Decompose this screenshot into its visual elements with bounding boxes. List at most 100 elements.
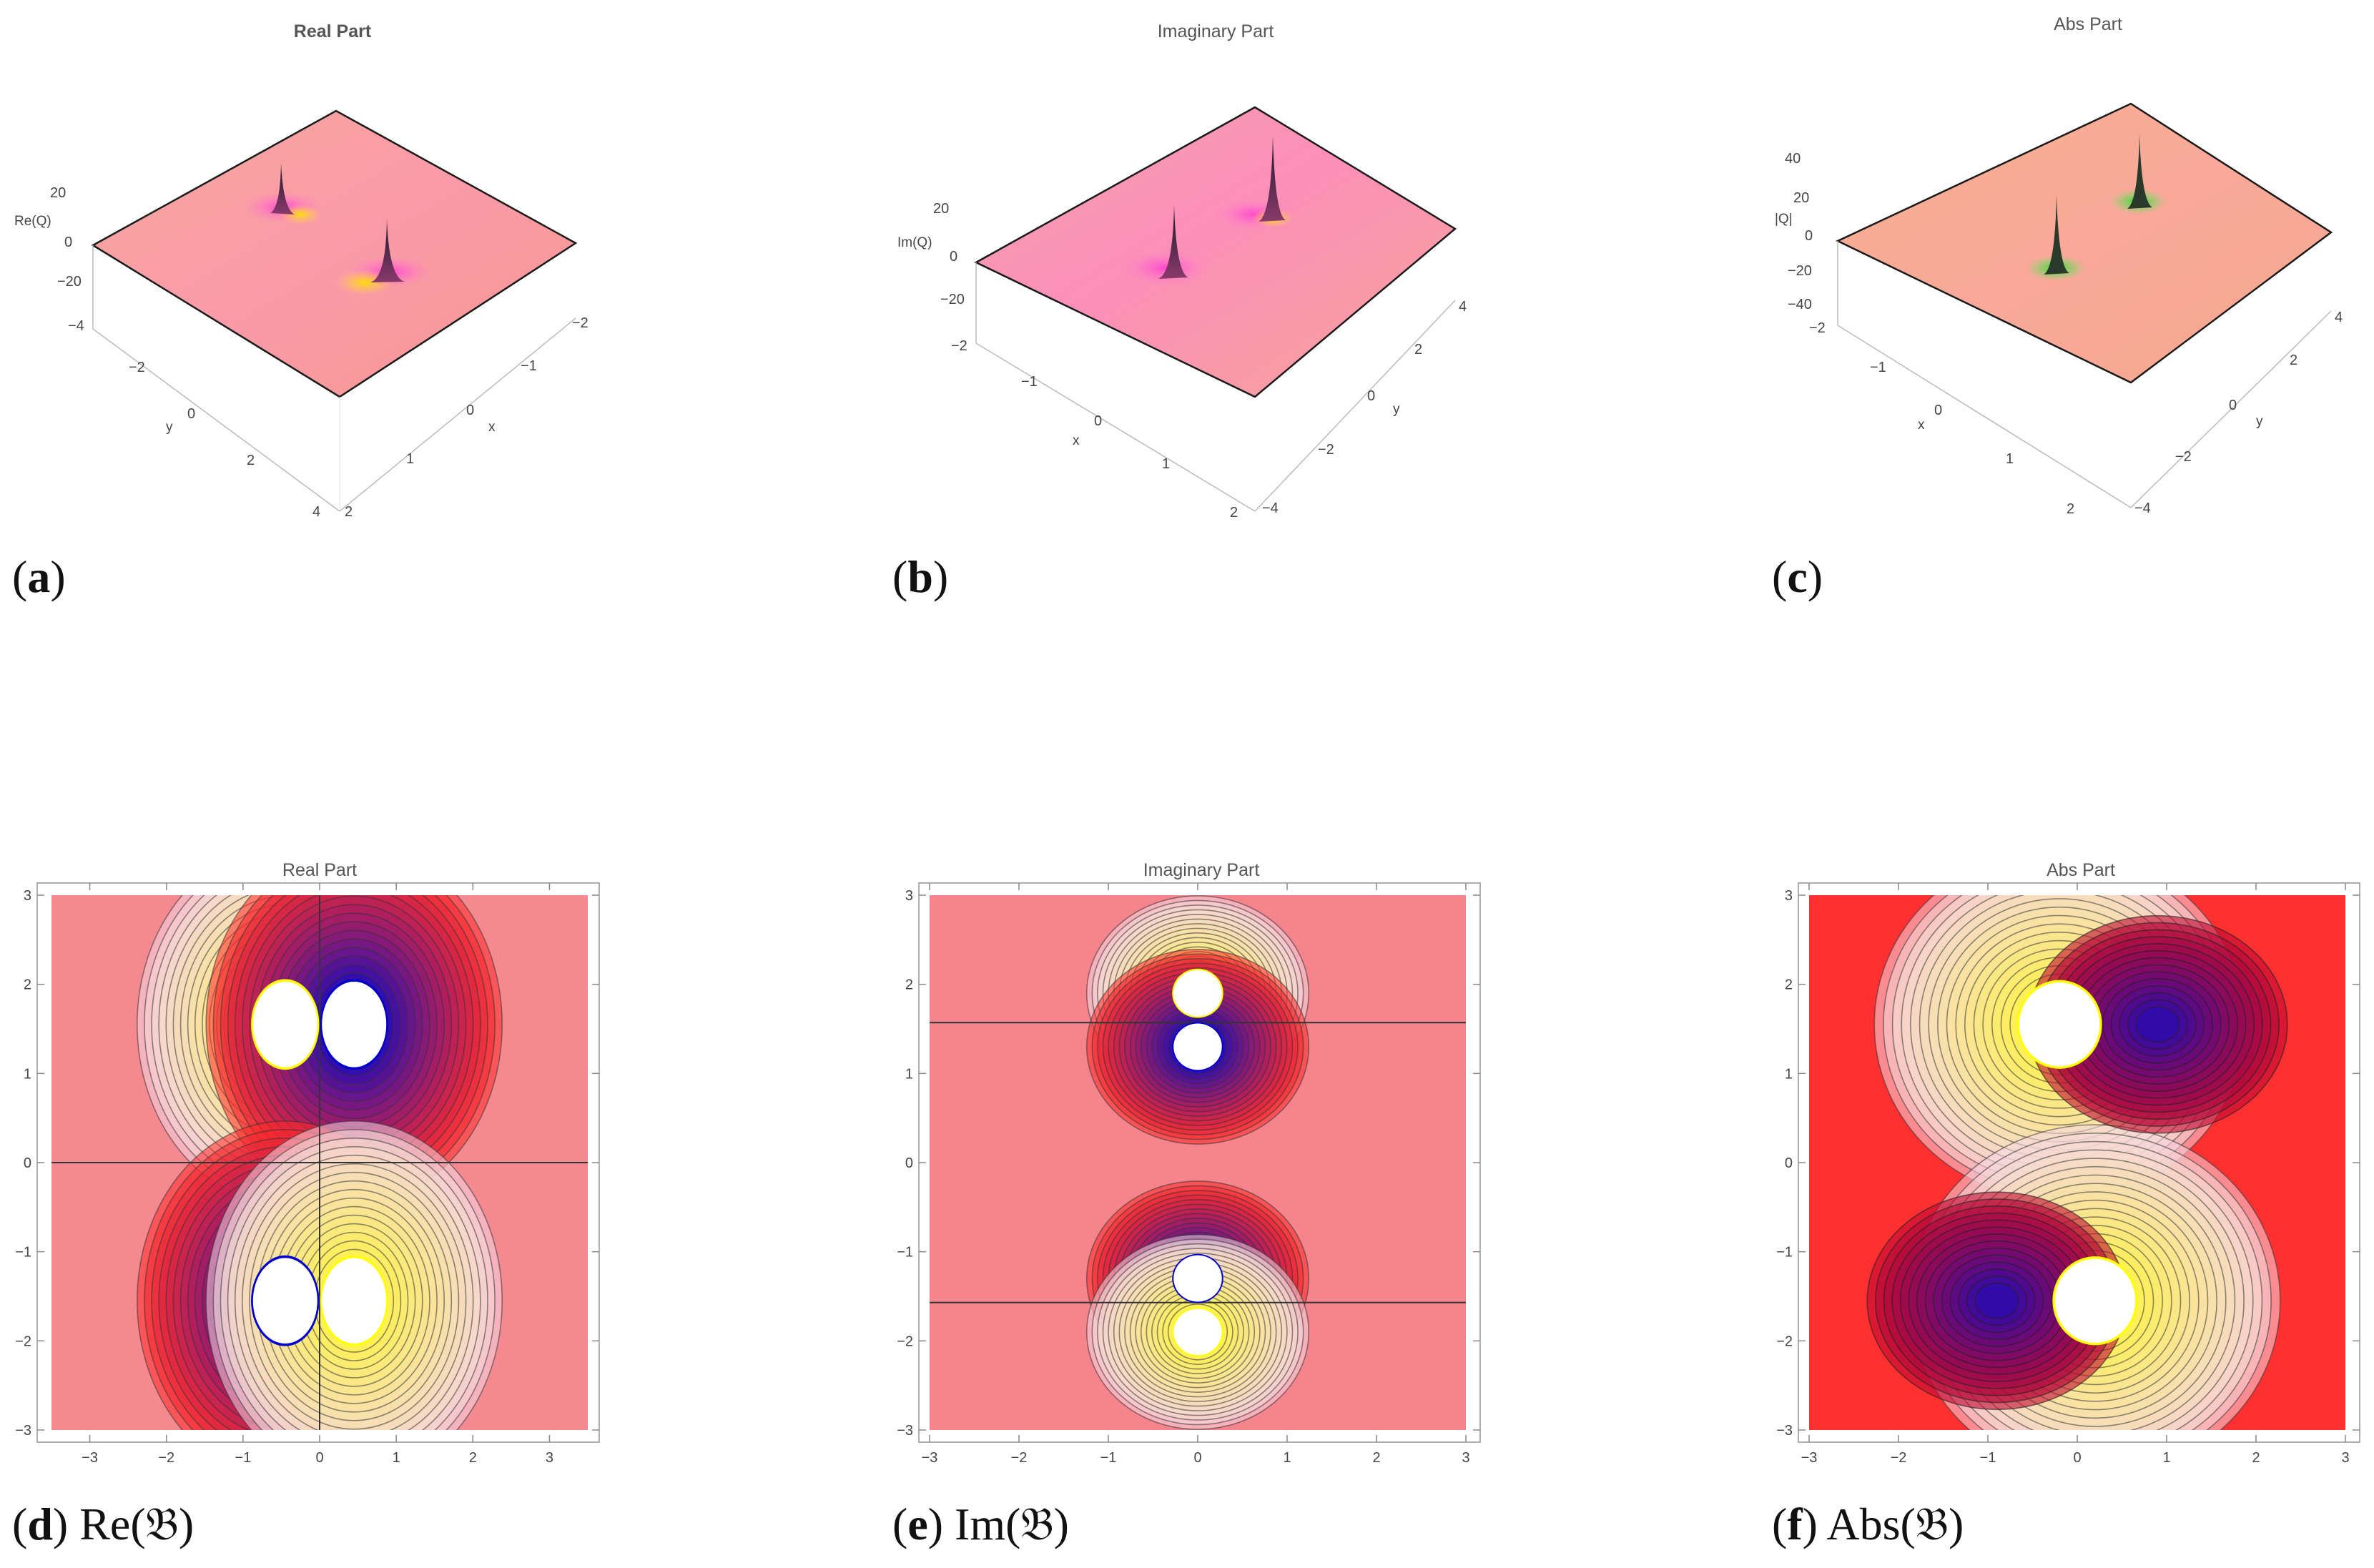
z-tick: 20: [933, 201, 949, 217]
surface-c: [1836, 102, 2333, 384]
y-tick-label: −2: [15, 1333, 31, 1349]
x-tick: 1: [2006, 451, 2014, 467]
z-axis-label-a: Re(Q): [14, 214, 51, 229]
x-tick-label: 1: [393, 1450, 400, 1466]
y-tick: −2: [129, 360, 145, 375]
y-tick: 2: [247, 453, 255, 468]
contour-line: [2135, 1006, 2180, 1043]
z-tick: −20: [57, 274, 82, 290]
x-tick: 0: [1094, 413, 1102, 429]
y-tick: −4: [1262, 501, 1279, 516]
x-tick-label: −3: [1801, 1450, 1818, 1466]
caption-b: (b): [892, 551, 949, 602]
surface-plot-a: Real Part Re(Q) 20 0 −20 −4 −2 0 2 4 y −…: [14, 21, 588, 520]
singularity-hole: [2054, 1258, 2136, 1343]
panel-b: Imaginary Part Im(Q) 20 0 −20 −2 −1 0 1 …: [858, 0, 1609, 543]
y-tick-label: −3: [897, 1423, 913, 1439]
contour-area: [51, 895, 588, 1430]
surface-a: [91, 109, 578, 398]
panel-c: Abs Part |Q| 40 20 0 −20 −40 −2 −1 0 1 2…: [1730, 0, 2374, 543]
x-tick-label: 0: [1193, 1450, 1201, 1466]
z-tick: 0: [64, 235, 72, 250]
singularity-hole: [322, 981, 387, 1067]
x-tick: 0: [1934, 403, 1942, 418]
z-tick: −20: [940, 292, 965, 307]
panel-f: Abs Part −3 −2 −1 0 1 2 3 3 2 1 0 −1 −2 −3: [1730, 851, 2374, 1494]
x-tick-label: 2: [2252, 1450, 2260, 1466]
x-tick: 2: [345, 504, 353, 520]
x-tick-label: −3: [82, 1450, 98, 1466]
peak-spike-a2: [370, 219, 405, 282]
y-tick-label: −1: [15, 1245, 31, 1261]
caption-a: (a): [12, 551, 66, 602]
y-tick-label: −1: [1776, 1245, 1793, 1261]
y-tick-label: 0: [24, 1155, 31, 1171]
contour-plot-f: Abs Part −3 −2 −1 0 1 2 3 3 2 1 0 −1 −2 −3: [1776, 860, 2360, 1466]
y-tick: 4: [1459, 299, 1467, 315]
singularity-hole: [1173, 1255, 1222, 1302]
frame-line: [1254, 300, 1456, 512]
y-tick: 0: [2229, 398, 2237, 413]
y-tick-label: 2: [1785, 977, 1793, 993]
frame-line: [1837, 325, 2132, 508]
z-tick: 0: [950, 249, 957, 265]
y-tick: 0: [187, 406, 195, 422]
peak-spike-b2: [1158, 205, 1188, 279]
caption-d: (d) Re(𝔅): [12, 1499, 194, 1549]
y-tick-label: 3: [1785, 888, 1793, 904]
x-tick-label: 1: [1283, 1450, 1291, 1466]
y-tick-label: 1: [905, 1066, 913, 1082]
x-tick-label: 3: [546, 1450, 553, 1466]
caption-letter: f: [1787, 1499, 1803, 1549]
contour-area: [930, 895, 1466, 1430]
panel-d: Real Part −3 −2 −1 0 1 2 3 3 2 1 0 −1 −2 −3: [0, 851, 787, 1494]
x-tick-label: −2: [158, 1450, 174, 1466]
frame-line: [2130, 310, 2332, 508]
x-tick-label: −2: [1891, 1450, 1907, 1466]
x-tick: −2: [951, 338, 967, 354]
y-tick-label: −2: [1776, 1333, 1793, 1349]
surface-plot-b: Imaginary Part Im(Q) 20 0 −20 −2 −1 0 1 …: [897, 21, 1467, 521]
y-axis-label-b: y: [1393, 402, 1400, 417]
x-tick: 1: [1162, 456, 1170, 472]
y-tick-label: 1: [1785, 1066, 1793, 1082]
frame-line: [975, 342, 1256, 512]
caption-text: Re(𝔅): [79, 1499, 194, 1549]
caption-letter: a: [27, 551, 51, 602]
caption-f: (f) Abs(𝔅): [1772, 1499, 1964, 1549]
plot-title-f: Abs Part: [2047, 860, 2115, 880]
z-tick: −40: [1788, 297, 1812, 312]
plot-title-e: Imaginary Part: [1143, 860, 1260, 880]
x-tick: 1: [406, 451, 414, 467]
z-axis-label-b: Im(Q): [897, 235, 932, 250]
surface-plot-c: Abs Part |Q| 40 20 0 −20 −40 −2 −1 0 1 2…: [1775, 14, 2343, 517]
caption-letter: e: [907, 1499, 928, 1549]
singularity-hole: [252, 1258, 317, 1344]
x-tick-label: −1: [1100, 1450, 1117, 1466]
y-tick-label: 1: [24, 1066, 31, 1082]
y-tick-label: 0: [905, 1155, 913, 1171]
singularity-hole: [252, 981, 317, 1067]
surface-b: [974, 106, 1457, 398]
x-tick: 2: [2067, 501, 2074, 517]
plot-title-c: Abs Part: [2054, 14, 2122, 34]
plot-title-b: Imaginary Part: [1158, 21, 1274, 41]
x-tick: 2: [1230, 505, 1238, 521]
x-tick-label: −3: [922, 1450, 938, 1466]
frame-line: [339, 317, 576, 512]
y-tick: −4: [68, 318, 84, 334]
z-tick: 0: [1805, 228, 1813, 244]
caption-text: Abs(𝔅): [1826, 1499, 1964, 1549]
x-axis-label-b: x: [1073, 433, 1080, 448]
y-tick-label: −1: [897, 1245, 913, 1261]
plot-title-a: Real Part: [294, 21, 372, 41]
y-tick-label: 2: [24, 977, 31, 993]
z-tick: 20: [50, 185, 66, 201]
y-tick-label: −3: [1776, 1423, 1793, 1439]
x-tick: −1: [521, 358, 537, 374]
caption-text: Im(𝔅): [955, 1499, 1069, 1549]
z-tick: 20: [1793, 190, 1809, 206]
y-tick-label: 2: [905, 977, 913, 993]
caption-letter: b: [907, 551, 933, 602]
y-tick: 0: [1367, 388, 1375, 404]
